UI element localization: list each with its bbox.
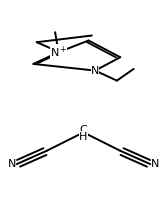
Text: C: C	[80, 125, 87, 135]
Text: N: N	[151, 159, 159, 169]
Text: H: H	[79, 132, 88, 142]
Text: N: N	[91, 66, 99, 76]
Text: N: N	[8, 159, 16, 169]
Text: $\mathrm{N}^+$: $\mathrm{N}^+$	[50, 45, 67, 60]
